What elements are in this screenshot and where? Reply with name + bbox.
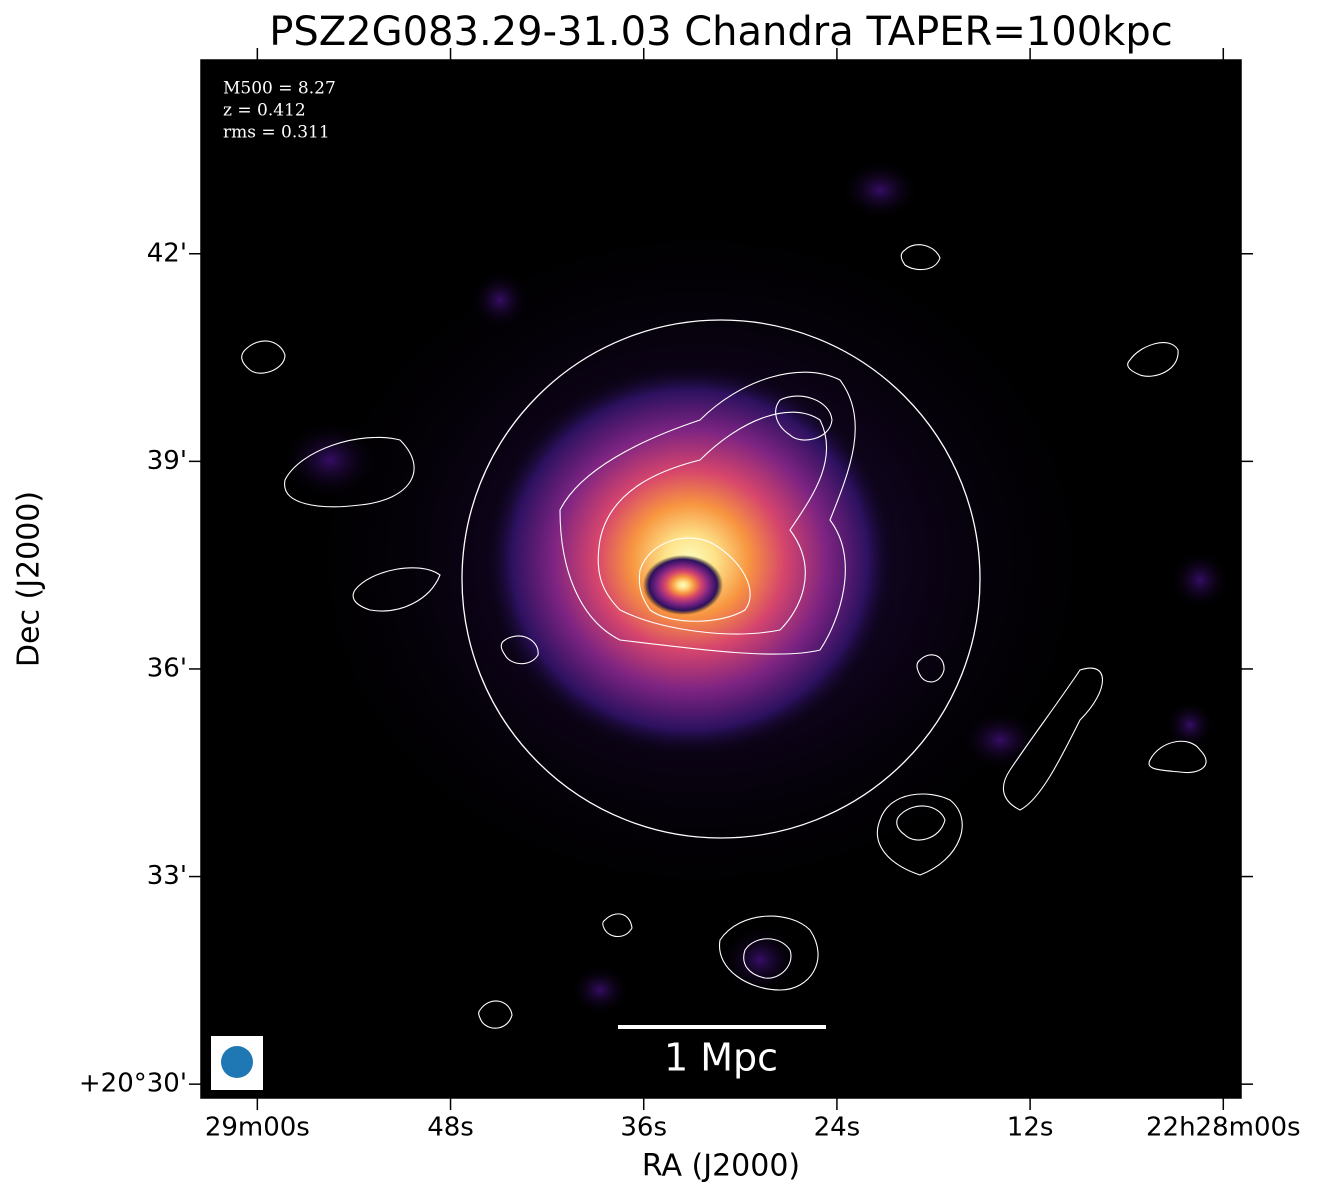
contour xyxy=(597,411,828,635)
contour xyxy=(916,654,945,683)
contour xyxy=(1148,740,1207,774)
contour xyxy=(719,915,819,991)
contour xyxy=(559,371,856,655)
emission-blob xyxy=(840,160,920,220)
emission-blob xyxy=(280,420,380,500)
contour xyxy=(1127,342,1179,377)
x-tick-label: 48s xyxy=(427,1113,474,1143)
emission-blob xyxy=(1165,700,1215,750)
annotation: rms = 0.311 xyxy=(223,123,330,143)
y-axis-label: Dec (J2000) xyxy=(12,491,47,667)
beam xyxy=(221,1046,253,1078)
y-tick-label: 39' xyxy=(147,446,187,476)
x-tick-label: 36s xyxy=(620,1113,667,1143)
contour xyxy=(900,244,941,271)
x-tick-label: 24s xyxy=(814,1113,861,1143)
contour xyxy=(284,436,415,508)
contour xyxy=(478,1000,513,1029)
y-tick-label: +20°30' xyxy=(79,1069,187,1099)
x-tick-label: 12s xyxy=(1007,1113,1054,1143)
contour xyxy=(638,537,751,622)
x-tick-label: 29m00s xyxy=(205,1113,310,1143)
contour xyxy=(241,340,286,374)
annotation: M500 = 8.27 xyxy=(223,79,336,99)
chart-title: PSZ2G083.29-31.03 Chandra TAPER=100kpc xyxy=(269,9,1172,55)
emission-peak xyxy=(643,555,723,615)
emission-blob xyxy=(570,965,630,1015)
emission-blob xyxy=(720,925,800,995)
y-tick-label: 33' xyxy=(147,861,187,891)
contour xyxy=(1002,667,1103,811)
emission-blob xyxy=(960,710,1040,770)
x-axis-label: RA (J2000) xyxy=(642,1149,800,1184)
contour xyxy=(500,635,539,665)
contour xyxy=(602,913,633,938)
annotation: z = 0.412 xyxy=(223,101,306,121)
plot-frame xyxy=(200,59,1242,1099)
contour xyxy=(352,567,441,612)
scalebar-label: 1 Mpc xyxy=(664,1036,778,1080)
emission-blob xyxy=(470,270,530,330)
y-tick-label: 42' xyxy=(147,238,187,268)
contour xyxy=(775,395,833,441)
x-tick-label: 22h28m00s xyxy=(1146,1113,1301,1143)
contour xyxy=(743,938,792,979)
r500-circle xyxy=(461,319,981,839)
y-tick-label: 36' xyxy=(147,653,187,683)
emission-blob xyxy=(1170,550,1230,610)
contour xyxy=(876,793,963,876)
contour xyxy=(896,805,946,841)
